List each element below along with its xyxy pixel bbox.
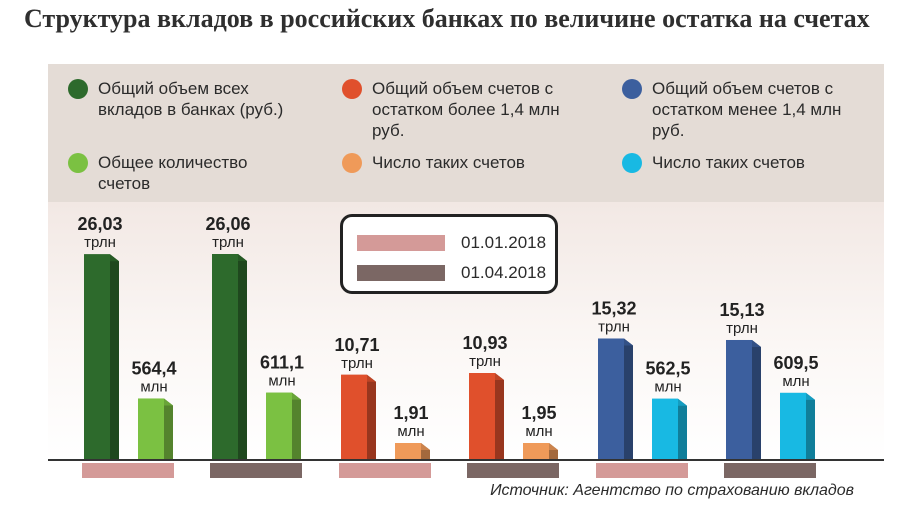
date-legend-item-apr: 01.04.2018 [357,263,546,283]
bar-value-label: 562,5 [645,359,690,379]
bar [523,443,549,459]
bar [138,398,164,459]
bar-unit-label: трлн [84,234,116,251]
bar-unit-label: трлн [212,234,244,251]
bar-unit-label: млн [397,423,424,440]
bar-side [624,338,633,459]
bar-unit-label: трлн [726,320,758,337]
bar-unit-label: трлн [469,353,501,370]
bar [598,338,624,459]
bar [652,398,678,459]
bar-side [752,339,761,459]
source-note: Источник: Агентство по страхованию вклад… [490,482,854,499]
bar-unit-label: млн [140,378,167,395]
bar-value-label: 15,13 [719,300,764,320]
legend-item-count-over-1-4m: Число таких счетов [342,152,582,173]
date-label: 01.01.2018 [461,233,547,252]
bar-value-label: 26,03 [77,214,122,234]
bar [341,374,367,459]
bar-side [164,398,173,459]
date-swatch [357,235,445,251]
legend-swatch [68,79,88,99]
bar-value-label: 26,06 [205,214,250,234]
group-date-marker [82,463,174,478]
legend-label: Число таких счетов [652,153,805,172]
chart-title: Структура вкладов в российских банках по… [24,4,870,33]
bar-chart: 26,03трлн564,4млн26,06трлн611,1млн10,71т… [48,214,884,478]
group-date-marker [596,463,688,478]
bar-side [678,398,687,459]
bar [726,339,752,459]
date-legend-item-jan: 01.01.2018 [357,233,546,253]
legend-label: Общий объем счетов с остатком менее 1,4 … [652,79,842,140]
group-date-marker [724,463,816,478]
legend-swatch [622,79,642,99]
legend-item-total-volume: Общий объем всех вкладов в банках (руб.) [68,78,308,120]
legend-item-count-under-1-4m: Число таких счетов [622,152,862,173]
legend-label: Число таких счетов [372,153,525,172]
date-swatch [357,265,445,281]
bar-value-label: 1,95 [521,403,556,423]
bar-side [806,392,815,459]
bar-value-label: 564,4 [131,358,176,378]
legend-swatch [622,153,642,173]
bar-value-label: 1,91 [393,403,428,423]
bar-unit-label: млн [525,423,552,440]
bar-unit-label: трлн [341,355,373,372]
legend-label: Общий объем счетов с остатком более 1,4 … [372,79,560,140]
legend-item-volume-over-1-4m: Общий объем счетов с остатком более 1,4 … [342,78,582,141]
group-date-marker [339,463,431,478]
legend: Общий объем всех вкладов в банках (руб.)… [48,64,884,202]
legend-item-total-count: Общее количество счетов [68,152,268,194]
bar [469,373,495,459]
bar-value-label: 15,32 [591,298,636,318]
bar [780,392,806,459]
bar-side [292,392,301,459]
legend-swatch [342,79,362,99]
legend-swatch [342,153,362,173]
bar-value-label: 609,5 [773,353,818,373]
bar [395,443,421,459]
group-date-marker [467,463,559,478]
legend-label: Общий объем всех вкладов в банках (руб.) [98,79,284,119]
bar-unit-label: млн [654,379,681,396]
legend-label: Общее количество счетов [98,153,248,193]
bar-unit-label: млн [782,373,809,390]
bar [84,254,110,459]
group-date-marker [210,463,302,478]
bar-value-label: 611,1 [260,353,304,373]
legend-item-volume-under-1-4m: Общий объем счетов с остатком менее 1,4 … [622,78,862,141]
bar-side [367,374,376,459]
bar-unit-label: трлн [598,318,630,335]
bar [212,254,238,459]
bar-side [238,254,247,459]
date-legend: 01.01.2018 01.04.2018 [340,214,558,294]
bar-side [110,254,119,459]
legend-swatch [68,153,88,173]
date-label: 01.04.2018 [461,263,547,282]
bar-side [495,373,504,459]
bar-value-label: 10,93 [462,333,507,353]
bar [266,392,292,459]
bar-unit-label: млн [268,373,295,390]
bar-value-label: 10,71 [334,335,379,355]
